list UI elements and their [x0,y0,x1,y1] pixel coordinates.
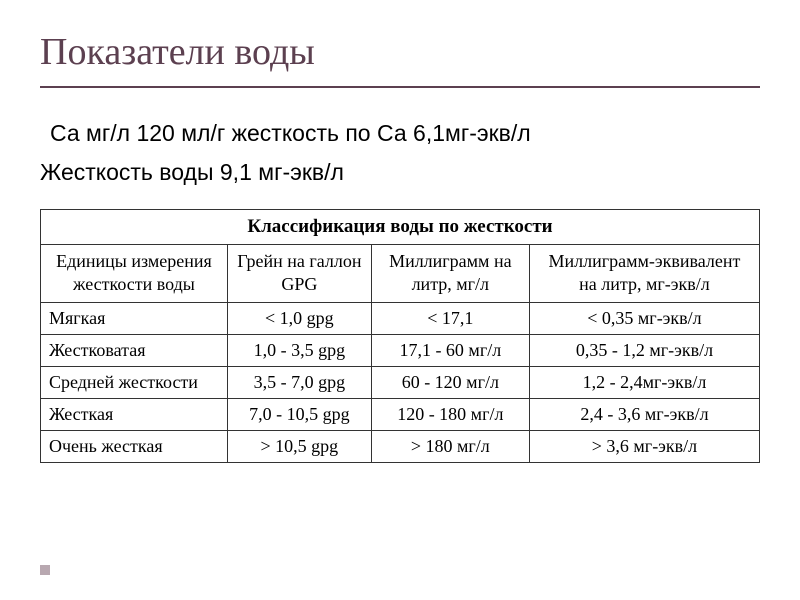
row-label: Мягкая [41,302,228,334]
cell-gpg: 7,0 - 10,5 gpg [227,398,371,430]
cell-gpg: < 1,0 gpg [227,302,371,334]
row-label: Жестковатая [41,334,228,366]
cell-meq: > 3,6 мг-экв/л [529,430,759,462]
page-title: Показатели воды [40,30,760,74]
col-header-gpg: Грейн на галлон GPG [227,245,371,303]
table-row: Жестковатая 1,0 - 3,5 gpg 17,1 - 60 мг/л… [41,334,760,366]
title-underline [40,86,760,88]
cell-mgl: 60 - 120 мг/л [371,366,529,398]
cell-mgl: 17,1 - 60 мг/л [371,334,529,366]
table-header-row: Единицы измерения жесткости воды Грейн н… [41,245,760,303]
row-label: Средней жесткости [41,366,228,398]
slide-bullet-icon [40,565,50,575]
hardness-table: Классификация воды по жесткости Единицы … [40,209,760,463]
cell-meq: 2,4 - 3,6 мг-экв/л [529,398,759,430]
cell-meq: < 0,35 мг-экв/л [529,302,759,334]
cell-gpg: 1,0 - 3,5 gpg [227,334,371,366]
cell-gpg: > 10,5 gpg [227,430,371,462]
row-label: Жесткая [41,398,228,430]
table-caption-row: Классификация воды по жесткости [41,210,760,245]
cell-meq: 1,2 - 2,4мг-экв/л [529,366,759,398]
table-row: Очень жесткая > 10,5 gpg > 180 мг/л > 3,… [41,430,760,462]
table-row: Средней жесткости 3,5 - 7,0 gpg 60 - 120… [41,366,760,398]
cell-mgl: 120 - 180 мг/л [371,398,529,430]
cell-meq: 0,35 - 1,2 мг-экв/л [529,334,759,366]
table-row: Жесткая 7,0 - 10,5 gpg 120 - 180 мг/л 2,… [41,398,760,430]
cell-gpg: 3,5 - 7,0 gpg [227,366,371,398]
table-row: Мягкая < 1,0 gpg < 17,1 < 0,35 мг-экв/л [41,302,760,334]
cell-mgl: < 17,1 [371,302,529,334]
col-header-meq: Миллиграмм-эквивалент на литр, мг-экв/л [529,245,759,303]
table-caption: Классификация воды по жесткости [41,210,760,245]
hardness-table-container: Классификация воды по жесткости Единицы … [40,209,760,463]
cell-mgl: > 180 мг/л [371,430,529,462]
info-line-2: Жесткость воды 9,1 мг-экв/л [40,155,760,190]
info-line-1: Са мг/л 120 мл/г жесткость по Са 6,1мг-э… [50,116,760,151]
col-header-units: Единицы измерения жесткости воды [41,245,228,303]
col-header-mgl: Миллиграмм на литр, мг/л [371,245,529,303]
row-label: Очень жесткая [41,430,228,462]
